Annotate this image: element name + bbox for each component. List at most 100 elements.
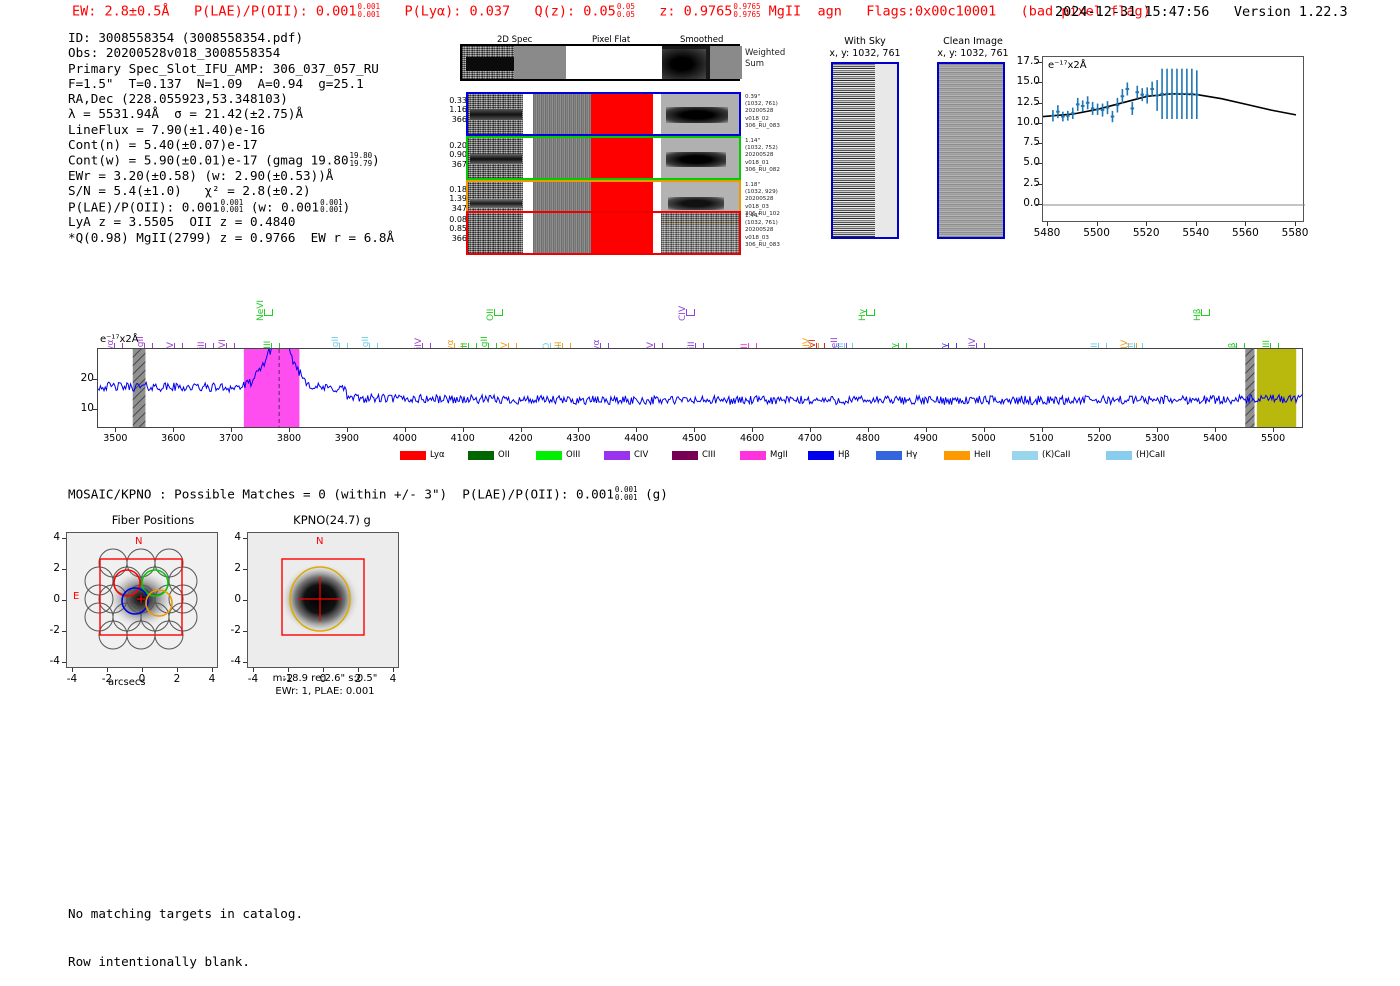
kpno-xtick-mark xyxy=(323,668,324,672)
zoom-ytick-mark xyxy=(1036,122,1042,124)
row2-gap-a xyxy=(523,182,533,222)
row0-smoothed-blob xyxy=(666,107,728,123)
row0-gap-a xyxy=(523,94,533,134)
spectrum-xtick: 3800 xyxy=(276,433,302,444)
spectrum-xtick-mark xyxy=(520,428,522,432)
footer-note: No matching targets in catalog. Row inte… xyxy=(68,874,303,986)
weighted-smoothed-pad xyxy=(710,46,742,79)
with-sky-title: With Sky xyxy=(844,36,886,47)
zoom-plot-annotation: e⁻¹⁷x2Å xyxy=(1048,60,1087,71)
row0-pixelflat xyxy=(533,94,591,134)
clean-image-title: Clean Image xyxy=(943,36,1003,47)
kpno-xtick: 0 xyxy=(319,673,327,685)
mosaic-plae-range: 0.001 0.001 xyxy=(614,485,638,502)
row3-2dspec xyxy=(468,213,523,253)
row1-trace xyxy=(470,154,522,164)
row2-smoothed-blob xyxy=(668,197,724,210)
spectrum-xtick-mark xyxy=(1041,428,1043,432)
legend-swatch xyxy=(1106,451,1132,460)
kpno-image-plot[interactable]: N xyxy=(247,532,399,668)
weighted-pixelflat xyxy=(566,46,662,79)
spectrum-xtick-mark xyxy=(809,428,811,432)
cutout-row-3[interactable] xyxy=(466,211,741,255)
header-timestamp-version: 2024-12-31 15:47:56 Version 1.22.3 xyxy=(1055,4,1348,20)
clean-image[interactable] xyxy=(937,62,1005,239)
header-plae-label: P(LAE)/P(OII): 0.001 xyxy=(193,3,357,20)
zoom-ytick: 7.5 xyxy=(1023,136,1040,149)
legend-swatch xyxy=(468,451,494,460)
spectrum-xtick-mark xyxy=(1157,428,1159,432)
header-qz-range: 0.05 0.05 xyxy=(616,2,635,19)
header-z-label: z: 0.9765 xyxy=(659,3,733,20)
gmag-range: 19.80 19.79 xyxy=(349,151,373,168)
kpno-xtick: -4 xyxy=(247,673,259,685)
spectrum-xtick-mark xyxy=(925,428,927,432)
fiber-ytick: -4 xyxy=(49,655,60,667)
header-z-range: 0.9765 0.9765 xyxy=(733,2,761,19)
fiber-ytick-mark xyxy=(62,631,66,632)
kpno-caption: m:18.9 re:2.6" s:0.5" EWr: 1, PLAE: 0.00… xyxy=(272,673,378,697)
info-plae-w-range: 0.001 0.001 xyxy=(320,197,343,215)
with-sky-image[interactable] xyxy=(831,62,899,239)
legend-label: (H)CaII xyxy=(1136,450,1166,460)
zoom-xtick-mark xyxy=(1146,222,1148,226)
kpno-xtick-mark xyxy=(253,668,254,672)
info-line-plae: P(LAE)/P(OII): 0.0010.001 0.001 (w: 0.001… xyxy=(68,197,351,215)
spectrum-xtick-mark xyxy=(346,428,348,432)
zoom-xtick: 5500 xyxy=(1083,227,1110,239)
spectrum-xtick: 5400 xyxy=(1203,433,1228,444)
zoom-ytick-mark xyxy=(1036,183,1042,185)
kpno-ytick-mark xyxy=(243,538,247,539)
cutout-row-0[interactable] xyxy=(466,92,741,136)
spectrum-xtick-mark xyxy=(173,428,175,432)
weighted-2dspec-pad xyxy=(514,46,566,79)
zoom-ytick: 2.5 xyxy=(1023,176,1040,189)
fiber-ytick: 4 xyxy=(53,531,60,543)
weighted-2dspec-trace xyxy=(466,57,514,71)
legend-swatch xyxy=(672,451,698,460)
header-agn-flag: agn xyxy=(817,3,842,20)
legend-label: Hβ xyxy=(838,450,850,460)
fiber-positions-plot[interactable]: N E xyxy=(66,532,218,668)
cutout-row-1-values: 0.20 0.90 367 xyxy=(449,141,467,169)
fiber-xtick-mark xyxy=(177,668,178,672)
clean-image-subtitle: x, y: 1032, 761 xyxy=(937,48,1009,59)
info-line-ewr: EWr = 3.20(±0.58) (w: 2.90(±0.53))Å xyxy=(68,168,334,184)
header-flag-note: (bad pixel flag) xyxy=(1020,3,1151,20)
zoom-xtick: 5560 xyxy=(1232,227,1259,239)
kpno-xtick: 2 xyxy=(354,673,362,685)
header-datetime: 2024-12-31 15:47:56 xyxy=(1055,4,1210,20)
info-line-lambda: λ = 5531.94Å σ = 21.42(±2.75)Å xyxy=(68,106,304,122)
cutout-row-2-values: 0.18 1.39 347 xyxy=(449,185,467,213)
fiber-ytick-mark xyxy=(62,569,66,570)
fiber-east-label: E xyxy=(73,591,80,602)
cutout-title-smoothed: Smoothed xyxy=(680,35,724,45)
kpno-ytick: -2 xyxy=(230,624,241,636)
fiber-ytick: -2 xyxy=(49,624,60,636)
zoom-ytick: 12.5 xyxy=(1016,95,1040,108)
detection-info-block: ID: 3008558354 (3008558354.pdf) Obs: 202… xyxy=(68,30,394,245)
cutout-row-3-meta: 1.44" (1032, 761) 20200528 v018_03 306_R… xyxy=(745,213,780,248)
spectrum-xtick-mark xyxy=(289,428,291,432)
zoom-ytick-mark xyxy=(1036,102,1042,104)
cutout-row-0-values: 0.33 1.16 366 xyxy=(449,96,467,124)
row2-gap-b xyxy=(653,182,661,222)
spectrum-line-bracket xyxy=(494,309,503,316)
zoom-ytick: 0.0 xyxy=(1023,197,1040,209)
row3-gap-a xyxy=(523,213,533,253)
legend-swatch xyxy=(1012,451,1038,460)
fiber-north-label: N xyxy=(135,536,143,547)
fiber-ytick-mark xyxy=(62,538,66,539)
spectrum-xtick: 3500 xyxy=(103,433,128,444)
fiber-xtick: -2 xyxy=(101,673,113,685)
spectrum-ytick-mark xyxy=(92,379,97,380)
kpno-xtick: 4 xyxy=(389,673,397,685)
cutout-row-1[interactable] xyxy=(466,136,741,180)
fiber-canvas xyxy=(67,533,217,667)
spectrum-xtick-mark xyxy=(404,428,406,432)
zoom-ytick: 15.0 xyxy=(1016,75,1040,88)
full-spectrum-plot[interactable] xyxy=(97,348,1303,428)
info-line-sn: S/N = 5.4(±1.0) χ² = 2.8(±0.2) xyxy=(68,183,311,199)
line-fit-zoom-plot[interactable]: e⁻¹⁷x2Å xyxy=(1042,56,1305,222)
fiber-xtick: 2 xyxy=(173,673,181,685)
